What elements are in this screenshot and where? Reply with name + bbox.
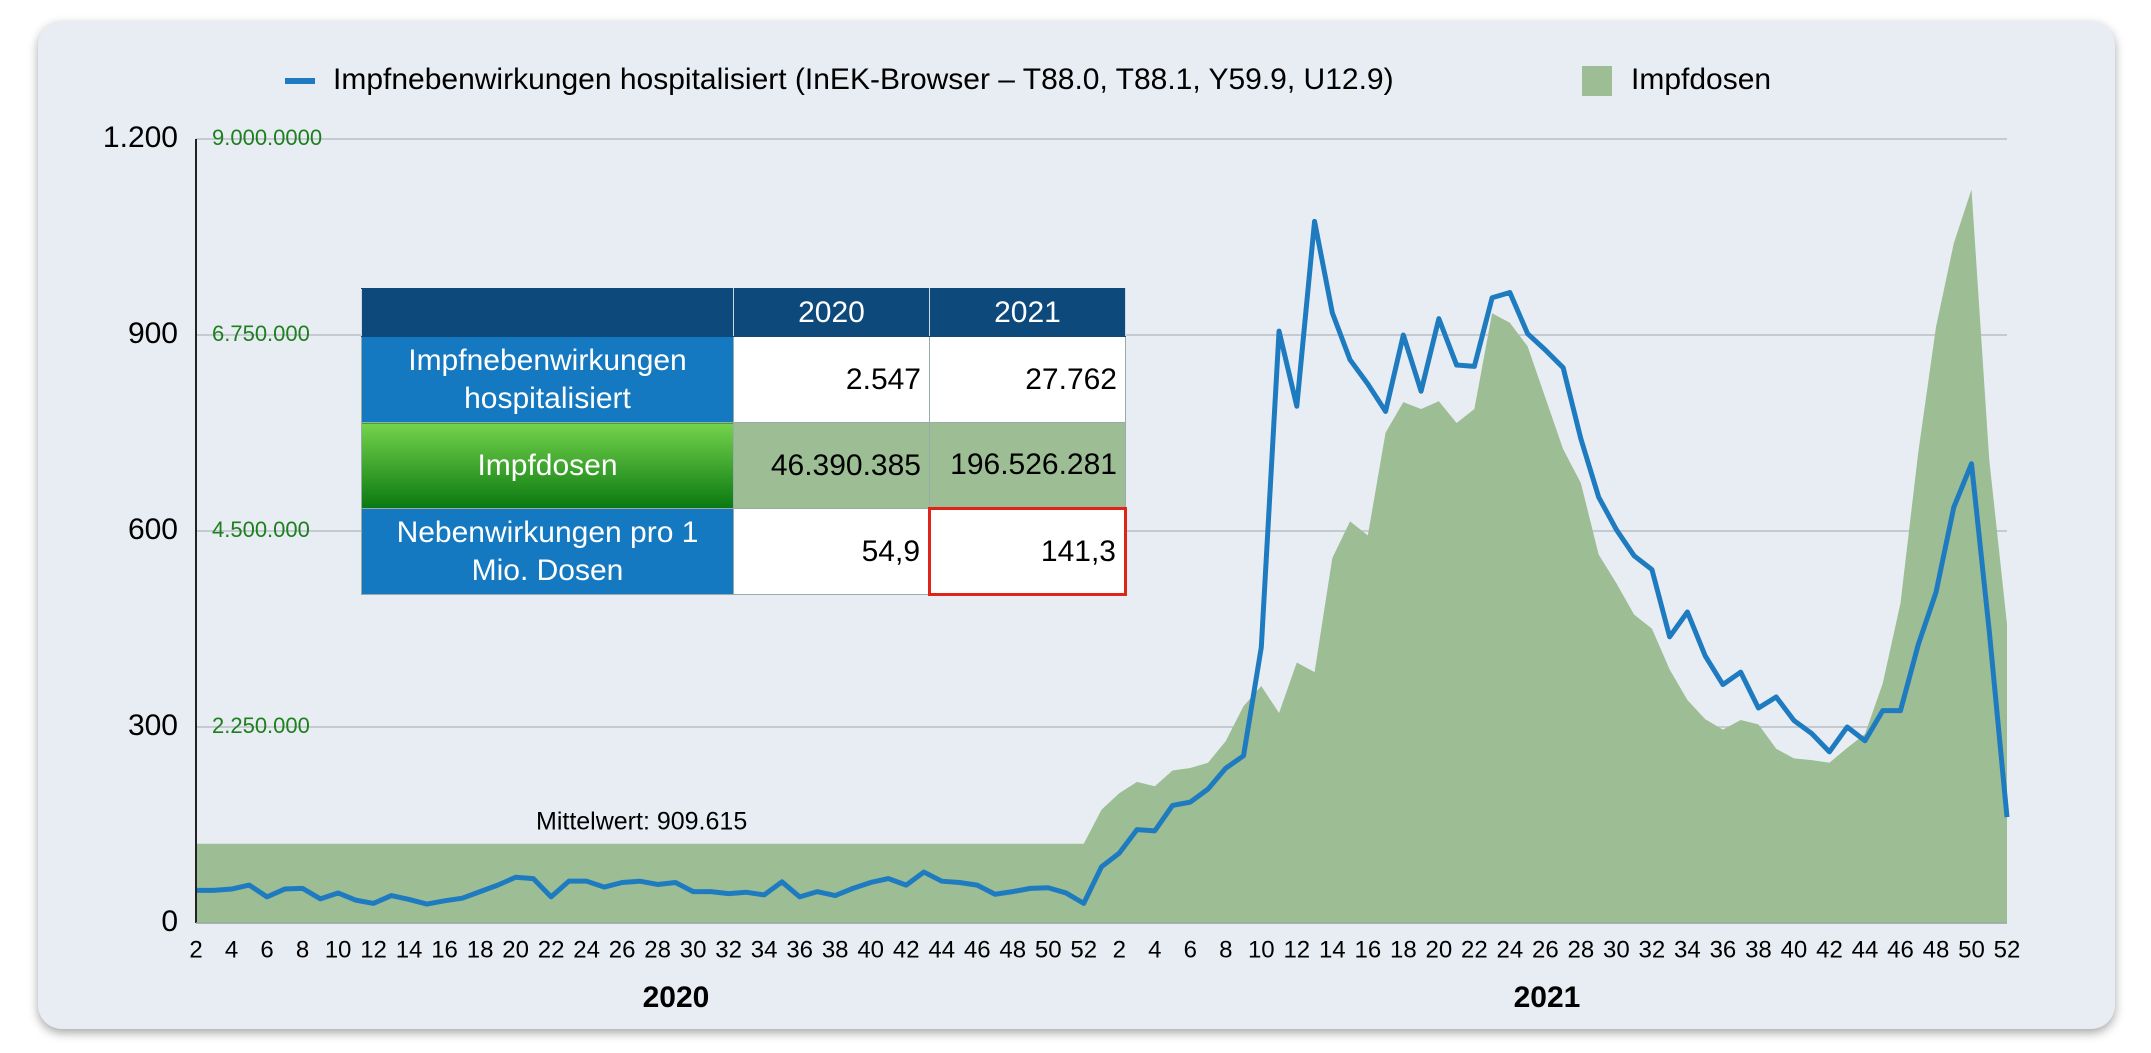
- y-tick-label: 0: [161, 905, 178, 938]
- x-tick-label: 6: [260, 936, 273, 963]
- x-tick-label: 4: [225, 936, 238, 963]
- line: [196, 218, 2010, 907]
- y-tick-label: 600: [128, 513, 178, 546]
- y-tick-label: 300: [128, 709, 178, 742]
- highlighted-cell: 141,3: [928, 507, 1127, 596]
- x-tick-label: 26: [609, 936, 636, 963]
- x-tick-label: 16: [1354, 936, 1381, 963]
- x-tick-label: 30: [680, 936, 707, 963]
- x-tick-label: 38: [822, 936, 849, 963]
- header-cell: 2020: [733, 288, 930, 337]
- cell: 27.762: [929, 336, 1126, 423]
- x-tick-label: 26: [1532, 936, 1559, 963]
- x-tick-label: 36: [786, 936, 813, 963]
- legend-label: Impfnebenwirkungen hospitalisiert (InEK-…: [333, 63, 1394, 96]
- x-tick-label: 32: [715, 936, 742, 963]
- x-tick-label: 52: [1994, 936, 2021, 963]
- cell: 54,9: [733, 508, 930, 595]
- x-tick-label: 22: [538, 936, 565, 963]
- x-tick-label: 10: [1248, 936, 1275, 963]
- row-label: Impfdosen: [361, 422, 734, 509]
- y-tick-label: 1.200: [103, 121, 178, 154]
- x-tick-label: 4: [1148, 936, 1161, 963]
- area: [196, 189, 2007, 924]
- annotation: Mittelwert: 909.615: [536, 808, 747, 836]
- header-cell: [361, 288, 734, 337]
- x-tick-label: 2: [1113, 936, 1126, 963]
- x-tick-label: 52: [1070, 936, 1097, 963]
- table-row: Impfdosen 46.390.385 196.526.281: [361, 422, 1126, 509]
- x-tick-label: 50: [1035, 936, 1062, 963]
- x-tick-label: 48: [1923, 936, 1950, 963]
- cell: 2.547: [733, 336, 930, 423]
- x-tick-label: 40: [857, 936, 884, 963]
- x-tick-label: 34: [1674, 936, 1701, 963]
- x-tick-label: 24: [1497, 936, 1524, 963]
- x-tick-label: 46: [964, 936, 991, 963]
- x-tick-label: 20: [502, 936, 529, 963]
- x-tick-label: 10: [325, 936, 352, 963]
- x-tick-label: 20: [1425, 936, 1452, 963]
- legend-label: Impfdosen: [1631, 63, 1771, 96]
- summary-table: 2020 2021 Impfnebenwirkungen hospitalisi…: [361, 288, 1127, 596]
- x-tick-label: 18: [467, 936, 494, 963]
- x-tick-label: 44: [1852, 936, 1879, 963]
- y2-tick-label: 9.000.0000: [212, 125, 322, 150]
- row-label: Impfnebenwirkungen hospitalisiert: [361, 336, 734, 423]
- cell: 46.390.385: [733, 422, 930, 509]
- x-tick-label: 6: [1184, 936, 1197, 963]
- x-tick-label: 30: [1603, 936, 1630, 963]
- y2-tick-label: 2.250.000: [212, 713, 310, 738]
- x-tick-label: 2: [189, 936, 202, 963]
- x-tick-label: 22: [1461, 936, 1488, 963]
- x-tick-label: 14: [1319, 936, 1346, 963]
- x-tick-label: 34: [751, 936, 778, 963]
- table-row: Impfnebenwirkungen hospitalisiert 2.547 …: [361, 336, 1126, 423]
- table-header: 2020 2021: [361, 288, 1126, 337]
- y2-tick-label: 4.500.000: [212, 517, 310, 542]
- header-cell: 2021: [929, 288, 1126, 337]
- x-tick-label: 48: [999, 936, 1026, 963]
- y-tick-label: 900: [128, 317, 178, 350]
- x-group-label: 2020: [643, 981, 710, 1014]
- x-tick-label: 16: [431, 936, 458, 963]
- x-tick-label: 28: [644, 936, 671, 963]
- x-group-label: 2021: [1514, 981, 1581, 1014]
- x-tick-label: 8: [296, 936, 309, 963]
- x-tick-label: 28: [1568, 936, 1595, 963]
- x-tick-label: 50: [1958, 936, 1985, 963]
- y2-tick-label: 6.750.000: [212, 321, 310, 346]
- x-tick-label: 14: [396, 936, 423, 963]
- x-tick-label: 8: [1219, 936, 1232, 963]
- x-tick-label: 38: [1745, 936, 1772, 963]
- x-tick-label: 42: [1816, 936, 1843, 963]
- x-tick-label: 12: [360, 936, 387, 963]
- row-label: Nebenwirkungen pro 1 Mio. Dosen: [361, 508, 734, 595]
- x-tick-label: 40: [1781, 936, 1808, 963]
- x-tick-label: 18: [1390, 936, 1417, 963]
- x-tick-label: 44: [928, 936, 955, 963]
- x-tick-label: 46: [1887, 936, 1914, 963]
- x-tick-label: 32: [1639, 936, 1666, 963]
- x-tick-label: 12: [1283, 936, 1310, 963]
- x-tick-label: 24: [573, 936, 600, 963]
- x-tick-label: 42: [893, 936, 920, 963]
- legend-swatch: [1582, 66, 1612, 96]
- table-row: Nebenwirkungen pro 1 Mio. Dosen 54,9 141…: [361, 507, 1127, 596]
- x-tick-label: 36: [1710, 936, 1737, 963]
- cell: 196.526.281: [929, 422, 1126, 509]
